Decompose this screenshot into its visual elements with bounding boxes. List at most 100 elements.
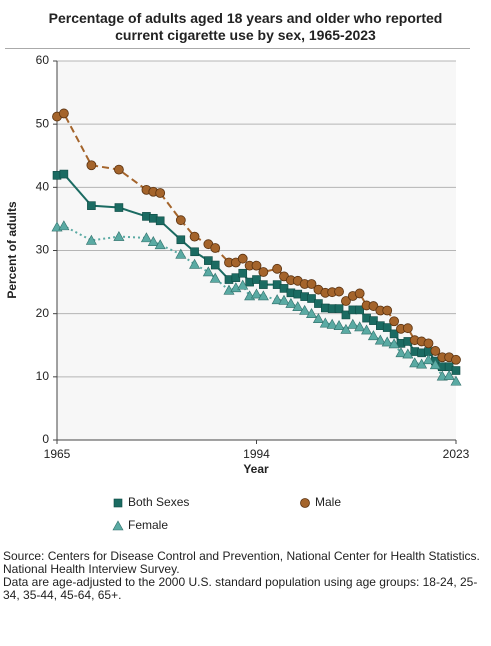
data-point bbox=[278, 294, 290, 305]
x-tick-label: 1965 bbox=[44, 447, 71, 461]
y-axis-label: Percent of adults bbox=[5, 201, 19, 299]
data-point bbox=[430, 346, 441, 356]
data-point bbox=[333, 320, 345, 330]
data-point bbox=[326, 318, 338, 329]
data-point bbox=[87, 201, 96, 210]
legend-label: Male bbox=[315, 495, 341, 509]
data-point bbox=[307, 294, 316, 303]
data-point bbox=[306, 279, 317, 289]
data-point bbox=[451, 366, 461, 375]
data-point bbox=[382, 305, 393, 316]
data-point bbox=[237, 253, 248, 264]
data-point bbox=[279, 284, 289, 293]
data-point bbox=[450, 375, 462, 386]
y-tick-label: 50 bbox=[36, 116, 50, 130]
data-point bbox=[154, 239, 166, 250]
legend-marker bbox=[113, 498, 123, 508]
data-point bbox=[369, 316, 378, 325]
data-point bbox=[319, 317, 331, 328]
data-point bbox=[237, 279, 249, 290]
data-point bbox=[292, 301, 304, 312]
data-point bbox=[314, 299, 323, 308]
data-point bbox=[334, 286, 344, 297]
data-point bbox=[361, 324, 373, 335]
data-point bbox=[190, 247, 199, 257]
data-point bbox=[354, 321, 366, 332]
data-point bbox=[341, 296, 351, 306]
chart-title: Percentage of adults aged 18 years and o… bbox=[48, 10, 443, 43]
note: Data are age-adjusted to the 2000 U.S. s… bbox=[3, 575, 478, 602]
y-tick-label: 20 bbox=[36, 306, 50, 320]
data-point bbox=[443, 369, 455, 380]
data-point bbox=[368, 301, 379, 311]
data-point bbox=[176, 235, 186, 245]
data-point bbox=[85, 234, 97, 245]
data-point bbox=[355, 305, 364, 315]
data-point bbox=[189, 258, 201, 269]
data-point bbox=[155, 216, 165, 226]
legend-marker bbox=[112, 520, 124, 531]
data-point bbox=[354, 288, 365, 299]
data-point bbox=[259, 280, 268, 289]
data-point bbox=[389, 329, 399, 339]
data-point bbox=[210, 260, 220, 270]
x-tick-label: 1994 bbox=[243, 447, 270, 461]
legend-label: Both Sexes bbox=[128, 495, 189, 509]
data-point bbox=[238, 268, 248, 278]
data-point bbox=[257, 290, 269, 301]
x-axis-label: Year bbox=[243, 462, 269, 476]
data-point bbox=[114, 203, 124, 212]
title-rule bbox=[5, 48, 470, 49]
data-point bbox=[58, 220, 70, 231]
data-point bbox=[388, 338, 400, 349]
chart: Percent of adults Year 0 10 20 30 40 50 60 1965… bbox=[5, 53, 470, 532]
data-point bbox=[409, 357, 421, 368]
data-point bbox=[271, 294, 283, 305]
data-point bbox=[250, 288, 263, 299]
data-point bbox=[382, 323, 392, 332]
data-point bbox=[312, 313, 324, 324]
y-tick-label: 0 bbox=[42, 432, 49, 446]
data-point bbox=[252, 275, 261, 284]
notes: Source: Centers for Disease Control and … bbox=[3, 550, 488, 602]
data-point bbox=[422, 354, 434, 365]
data-point bbox=[451, 354, 461, 365]
y-tick-label: 10 bbox=[36, 369, 50, 383]
x-tick-label: 2023 bbox=[443, 447, 470, 461]
data-point bbox=[175, 248, 187, 259]
data-point bbox=[306, 308, 318, 318]
y-tick-label: 60 bbox=[36, 53, 50, 67]
data-point bbox=[402, 323, 413, 334]
data-point bbox=[204, 256, 213, 265]
data-point bbox=[334, 304, 344, 313]
data-point bbox=[189, 231, 200, 242]
legend-marker bbox=[300, 498, 310, 508]
data-point bbox=[209, 272, 221, 283]
data-point bbox=[86, 160, 97, 171]
data-point bbox=[347, 318, 359, 329]
data-point bbox=[251, 260, 262, 271]
data-point bbox=[272, 263, 283, 274]
data-point bbox=[155, 188, 166, 198]
data-point bbox=[202, 266, 214, 277]
data-point bbox=[340, 323, 352, 334]
data-point bbox=[231, 273, 241, 282]
data-point bbox=[299, 304, 311, 315]
data-point bbox=[389, 316, 399, 327]
data-point bbox=[285, 297, 297, 308]
data-point bbox=[175, 215, 186, 226]
data-point bbox=[341, 310, 351, 320]
y-tick-label: 40 bbox=[36, 180, 50, 194]
data-point bbox=[381, 336, 393, 347]
data-point bbox=[258, 267, 269, 277]
data-point bbox=[140, 232, 152, 243]
data-point bbox=[395, 347, 407, 358]
data-point bbox=[367, 330, 379, 341]
legend-label: Female bbox=[128, 518, 168, 532]
data-point bbox=[423, 338, 434, 349]
data-point bbox=[147, 236, 159, 246]
data-point bbox=[59, 169, 69, 179]
data-point bbox=[402, 348, 414, 359]
data-point bbox=[113, 230, 125, 241]
